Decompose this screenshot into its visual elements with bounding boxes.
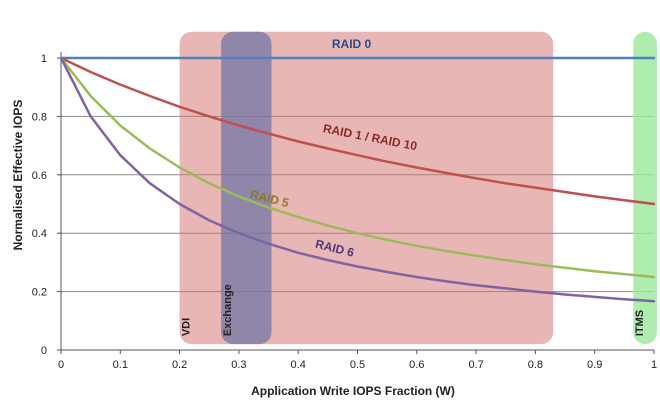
x-tick-label: 0.2 — [172, 359, 187, 371]
x-tick-label: 0 — [58, 359, 64, 371]
x-tick-label: 0.5 — [350, 359, 365, 371]
y-tick-label: 0.6 — [32, 170, 47, 182]
series-lines — [59, 56, 656, 303]
region-label: Exchange — [222, 284, 234, 336]
y-tick-label: 0 — [41, 345, 47, 357]
axes — [57, 52, 655, 354]
region-label: VDI — [181, 318, 193, 336]
x-tick-label: 0.6 — [409, 359, 424, 371]
x-tick-label: 0.9 — [587, 359, 602, 371]
series-label: RAID 0 — [332, 37, 372, 51]
highlight-regions: VDI Exchange ITMS — [179, 31, 657, 345]
x-tick-label: 0.7 — [468, 359, 483, 371]
y-tick-label: 0.2 — [32, 287, 47, 299]
tick-labels: 0 0.1 0.2 0.3 0.4 0.5 0.6 0.7 0.8 0.9 1 0 0.2 0.4 0.6 0… — [32, 53, 657, 371]
region-itms-band — [633, 31, 657, 345]
region-label: ITMS — [634, 310, 646, 336]
region-vdi-band — [179, 31, 554, 345]
region-exchange-band — [221, 31, 272, 345]
series-line-raid-1-raid-10 — [59, 56, 656, 206]
y-tick-label: 1 — [41, 53, 47, 65]
x-tick-label: 0.1 — [113, 359, 128, 371]
y-axis-title: Normalised Effective IOPS — [11, 100, 25, 251]
y-tick-label: 0.4 — [32, 228, 47, 240]
x-tick-label: 0.3 — [231, 359, 246, 371]
x-tick-label: 0.4 — [291, 359, 306, 371]
x-tick-label: 1 — [651, 359, 657, 371]
y-tick-label: 0.8 — [32, 111, 47, 123]
x-tick-label: 0.8 — [528, 359, 543, 371]
x-axis-title: Application Write IOPS Fraction (W) — [251, 384, 455, 398]
series-line-raid-5 — [59, 56, 656, 279]
series-line-raid-6 — [59, 56, 656, 303]
